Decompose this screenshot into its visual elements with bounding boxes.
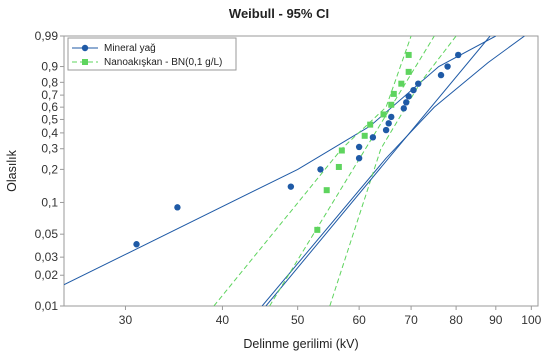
y-tick-label: 0,02 xyxy=(35,268,59,282)
y-tick-label: 0,1 xyxy=(41,195,58,209)
y-tick-label: 0,6 xyxy=(41,100,58,114)
data-point-series-1 xyxy=(405,93,412,100)
data-point-series-2 xyxy=(380,111,387,118)
data-point-series-1 xyxy=(287,183,295,190)
data-point-series-1 xyxy=(385,120,392,127)
data-point-series-1 xyxy=(415,80,422,87)
data-point-series-1 xyxy=(355,154,363,162)
y-axis-title: Olasılık xyxy=(5,149,19,191)
plot-area xyxy=(63,35,539,307)
data-point-series-2 xyxy=(314,226,321,233)
data-point-series-1 xyxy=(400,105,407,112)
legend-marker-series-1 xyxy=(81,44,89,52)
data-point-series-1 xyxy=(382,126,390,134)
y-tick-label: 0,2 xyxy=(41,162,58,176)
legend: Mineral yağ Nanoakışkan - BN(0,1 g/L) xyxy=(67,37,237,71)
x-tick-label: 60 xyxy=(352,313,366,327)
y-tick-label: 0,7 xyxy=(41,88,58,102)
chart-title: Weibull - 95% CI xyxy=(229,6,329,21)
x-tick-label: 40 xyxy=(216,313,230,327)
data-point-series-1 xyxy=(355,143,363,151)
fit-line-series-2 xyxy=(269,36,435,306)
data-point-series-2 xyxy=(367,121,374,128)
data-point-series-1 xyxy=(133,241,140,248)
y-tick-label: 0,4 xyxy=(41,126,58,140)
x-tick-label: 80 xyxy=(449,313,463,327)
data-point-series-1 xyxy=(410,86,417,94)
ci-upper-line-series-1 xyxy=(261,36,525,306)
data-point-series-1 xyxy=(437,71,445,79)
data-point-series-1 xyxy=(174,204,181,211)
data-point-series-2 xyxy=(338,147,345,154)
data-point-series-1 xyxy=(388,113,395,121)
data-point-series-1 xyxy=(455,51,462,59)
data-point-series-2 xyxy=(390,90,397,97)
data-point-series-2 xyxy=(388,101,395,108)
y-tick-label: 0,3 xyxy=(41,142,58,156)
x-tick-label: 70 xyxy=(404,313,418,327)
data-point-series-2 xyxy=(323,187,330,194)
y-tick-label: 0,9 xyxy=(41,60,58,74)
x-tick-label: 100 xyxy=(521,313,541,327)
ci-lower-line-series-2 xyxy=(213,36,412,306)
fit-line-series-1 xyxy=(265,36,491,306)
y-tick-label: 0,05 xyxy=(35,227,59,241)
x-axis-title: Delinme gerilimi (kV) xyxy=(243,337,358,351)
x-tick-label: 50 xyxy=(291,313,305,327)
y-tick-label: 0,03 xyxy=(35,250,59,264)
y-tick-label: 0,99 xyxy=(35,29,59,43)
data-point-series-1 xyxy=(369,134,377,141)
y-tick-label: 0,8 xyxy=(41,75,58,89)
ci-upper-line-series-2 xyxy=(329,36,457,306)
data-point-series-2 xyxy=(361,132,368,139)
data-point-series-1 xyxy=(444,63,451,70)
legend-label-series-1: Mineral yağ xyxy=(104,43,156,54)
x-tick-label: 30 xyxy=(119,313,133,327)
y-tick-label: 0,5 xyxy=(41,112,58,126)
data-point-series-1 xyxy=(403,99,410,106)
x-tick-label: 90 xyxy=(489,313,503,327)
legend-marker-series-2 xyxy=(82,59,88,65)
y-tick-label: 0,01 xyxy=(35,299,59,313)
legend-label-series-2: Nanoakışkan - BN(0,1 g/L) xyxy=(104,57,222,68)
data-point-series-1 xyxy=(317,166,324,173)
data-point-series-2 xyxy=(405,51,412,58)
data-point-series-2 xyxy=(398,80,405,87)
data-point-series-2 xyxy=(405,68,412,75)
legend-box xyxy=(67,37,237,71)
data-point-series-2 xyxy=(335,163,342,170)
